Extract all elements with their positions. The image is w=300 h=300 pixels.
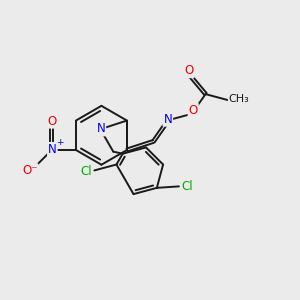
Text: O⁻: O⁻	[22, 164, 38, 177]
Text: N: N	[97, 122, 105, 135]
Text: O: O	[189, 104, 198, 117]
Text: Cl: Cl	[182, 180, 193, 193]
Text: N: N	[48, 143, 57, 156]
Text: +: +	[56, 138, 64, 147]
Text: CH₃: CH₃	[229, 94, 250, 104]
Text: N: N	[164, 113, 172, 126]
Text: O: O	[184, 64, 194, 77]
Text: O: O	[47, 115, 56, 128]
Text: Cl: Cl	[80, 165, 92, 178]
